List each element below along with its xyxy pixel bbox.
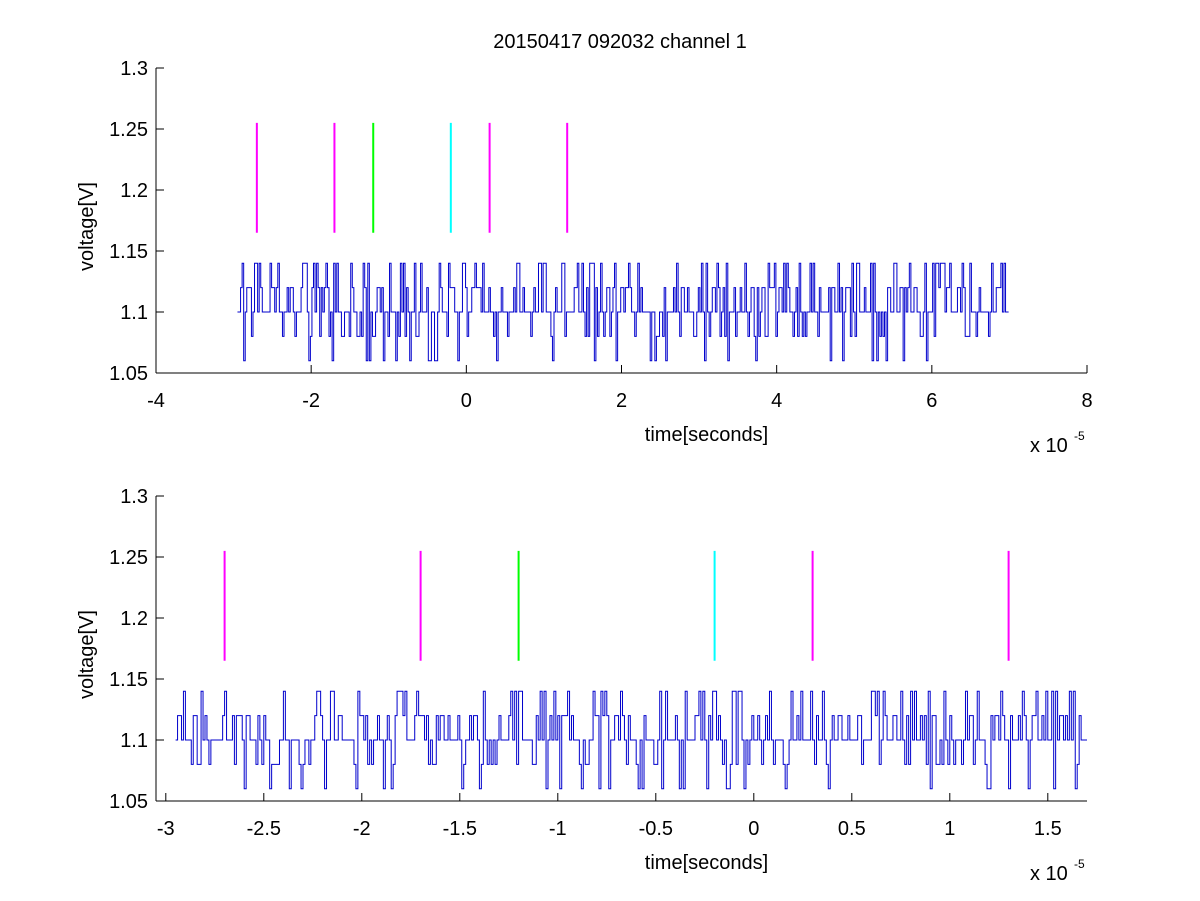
bottom-x-axis-label: time[seconds] (645, 852, 768, 874)
bottom-x-tick-label: -0.5 (639, 818, 673, 840)
top-y-tick-label: 1.05 (109, 363, 148, 385)
top-axes: -4 -2 0 2 4 6 8 1.05 1.1 1.15 1.2 1.25 1.3 time[secon… (76, 58, 1093, 457)
top-y-tick-label: 1.15 (109, 241, 148, 263)
bottom-y-tick-label: 1.1 (120, 730, 148, 752)
top-y-axis-label: voltage[V] (76, 182, 98, 271)
bottom-signal-line (175, 690, 1087, 790)
bottom-x-tick-label: 1 (944, 818, 955, 840)
top-x-tick-label: -4 (147, 390, 165, 412)
top-y-tick-label: 1.3 (120, 58, 148, 80)
top-x-multiplier: x 10 (1030, 435, 1068, 457)
bottom-y-tick-label: 1.25 (109, 547, 148, 569)
bottom-x-multiplier-exponent: -5 (1074, 857, 1085, 871)
figure-title: 20150417 092032 channel 1 (493, 31, 747, 53)
bottom-y-tick-label: 1.2 (120, 608, 148, 630)
top-x-tick-label: 6 (926, 390, 937, 412)
bottom-x-tick-label: -2 (353, 818, 371, 840)
bottom-x-tick-label: -2.5 (247, 818, 281, 840)
bottom-x-tick-label: -3 (157, 818, 175, 840)
bottom-y-axis-label: voltage[V] (76, 610, 98, 699)
bottom-x-tick-label: -1.5 (443, 818, 477, 840)
bottom-axes: -3 -2.5 -2 -1.5 -1 -0.5 0 0.5 1 1.5 1.05 1.1 1.15 1.2… (76, 486, 1087, 885)
bottom-x-tick-label: -1 (549, 818, 567, 840)
top-x-tick-label: 4 (771, 390, 782, 412)
top-x-tick-label: 0 (461, 390, 472, 412)
top-x-tick-label: -2 (302, 390, 320, 412)
bottom-y-tick-label: 1.15 (109, 669, 148, 691)
top-x-axis-label: time[seconds] (645, 424, 768, 446)
bottom-x-tick-label: 1.5 (1034, 818, 1062, 840)
top-x-multiplier-exponent: -5 (1074, 429, 1085, 443)
top-x-tick-label: 2 (616, 390, 627, 412)
bottom-x-tick-label: 0.5 (838, 818, 866, 840)
bottom-y-tick-label: 1.3 (120, 486, 148, 508)
top-y-tick-label: 1.2 (120, 180, 148, 202)
top-signal-line (237, 262, 1009, 362)
bottom-x-tick-label: 0 (748, 818, 759, 840)
top-x-tick-label: 8 (1081, 390, 1092, 412)
bottom-x-multiplier: x 10 (1030, 863, 1068, 885)
bottom-y-tick-label: 1.05 (109, 791, 148, 813)
top-y-tick-label: 1.1 (120, 302, 148, 324)
top-y-tick-label: 1.25 (109, 119, 148, 141)
